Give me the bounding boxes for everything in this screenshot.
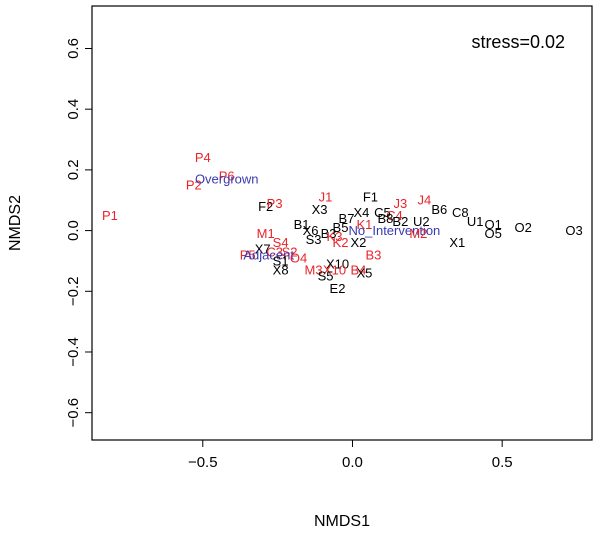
point-label: S4 (273, 235, 289, 250)
point-label: P3 (267, 196, 283, 211)
point-label: No_Intervention (349, 223, 441, 238)
point-label: B1 (294, 217, 310, 232)
point-label: P4 (195, 150, 211, 165)
point-label: E2 (330, 281, 346, 296)
point-label: P5 (240, 247, 256, 262)
point-label: S3 (306, 232, 322, 247)
point-label: C5 (374, 205, 391, 220)
point-label: X2 (351, 235, 367, 250)
point-label: M3 (305, 263, 323, 278)
point-label: X10 (323, 263, 346, 278)
point-label: K1 (357, 217, 373, 232)
point-label: B3 (321, 226, 337, 241)
point-label: X5 (357, 266, 373, 281)
point-label: P2 (186, 178, 202, 193)
point-label: B2 (392, 214, 408, 229)
point-label: O5 (485, 226, 502, 241)
point-label: J4 (417, 193, 431, 208)
point-label: O1 (485, 217, 502, 232)
point-label: Adjacent (243, 247, 294, 262)
point-label: Overgrown (195, 171, 259, 186)
point-label: C4 (386, 208, 403, 223)
point-label: O3 (565, 223, 582, 238)
point-label: X10 (326, 256, 349, 271)
point-label: M1 (257, 226, 275, 241)
y-axis: −0.6 −0.4 −0.2 0.0 0.2 0.4 0.6 (65, 38, 92, 427)
point-label: X1 (449, 235, 465, 250)
y-tick-label: −0.2 (65, 276, 82, 306)
stress-annotation: stress=0.02 (471, 32, 565, 52)
x-tick-label: 0.5 (492, 454, 513, 471)
point-label: B6 (431, 202, 447, 217)
x-tick-label: 0.0 (342, 454, 363, 471)
y-tick-label: −0.4 (65, 337, 82, 367)
x-tick-label: −0.5 (188, 454, 218, 471)
y-axis-title: NMDS2 (7, 195, 24, 251)
point-label: B8 (377, 211, 393, 226)
point-label: K2 (333, 235, 349, 250)
point-label: S5 (318, 269, 334, 284)
point-label: F2 (258, 199, 273, 214)
point-label: M2 (409, 226, 427, 241)
point-label: J1 (319, 190, 333, 205)
point-label: K3 (327, 229, 343, 244)
point-label: P6 (219, 168, 235, 183)
y-tick-label: 0.6 (65, 38, 82, 59)
point-label: C3 (266, 244, 283, 259)
point-label: J3 (394, 196, 408, 211)
point-label: P1 (102, 208, 118, 223)
point-label: X4 (354, 205, 370, 220)
point-label: C8 (452, 205, 469, 220)
point-label: O2 (514, 220, 531, 235)
point-label: X8 (273, 263, 289, 278)
point-label: B5 (333, 220, 349, 235)
y-tick-label: 0.0 (65, 220, 82, 241)
x-axis-title: NMDS1 (314, 513, 370, 530)
x-axis: −0.5 0.0 0.5 (188, 440, 513, 471)
point-label: U2 (413, 214, 430, 229)
point-label: X7 (255, 241, 271, 256)
point-label: F1 (363, 190, 378, 205)
point-label: U1 (467, 214, 484, 229)
point-label: O4 (290, 250, 307, 265)
y-tick-label: 0.4 (65, 99, 82, 120)
point-label: X6 (303, 223, 319, 238)
point-label: X3 (312, 202, 328, 217)
point-label: B7 (339, 211, 355, 226)
y-tick-label: 0.2 (65, 159, 82, 180)
plot-frame (91, 5, 593, 441)
y-tick-label: −0.6 (65, 398, 82, 428)
point-label: S2 (282, 244, 298, 259)
point-label: B3 (365, 247, 381, 262)
point-label: S1 (273, 253, 289, 268)
point-label: B4 (351, 263, 367, 278)
